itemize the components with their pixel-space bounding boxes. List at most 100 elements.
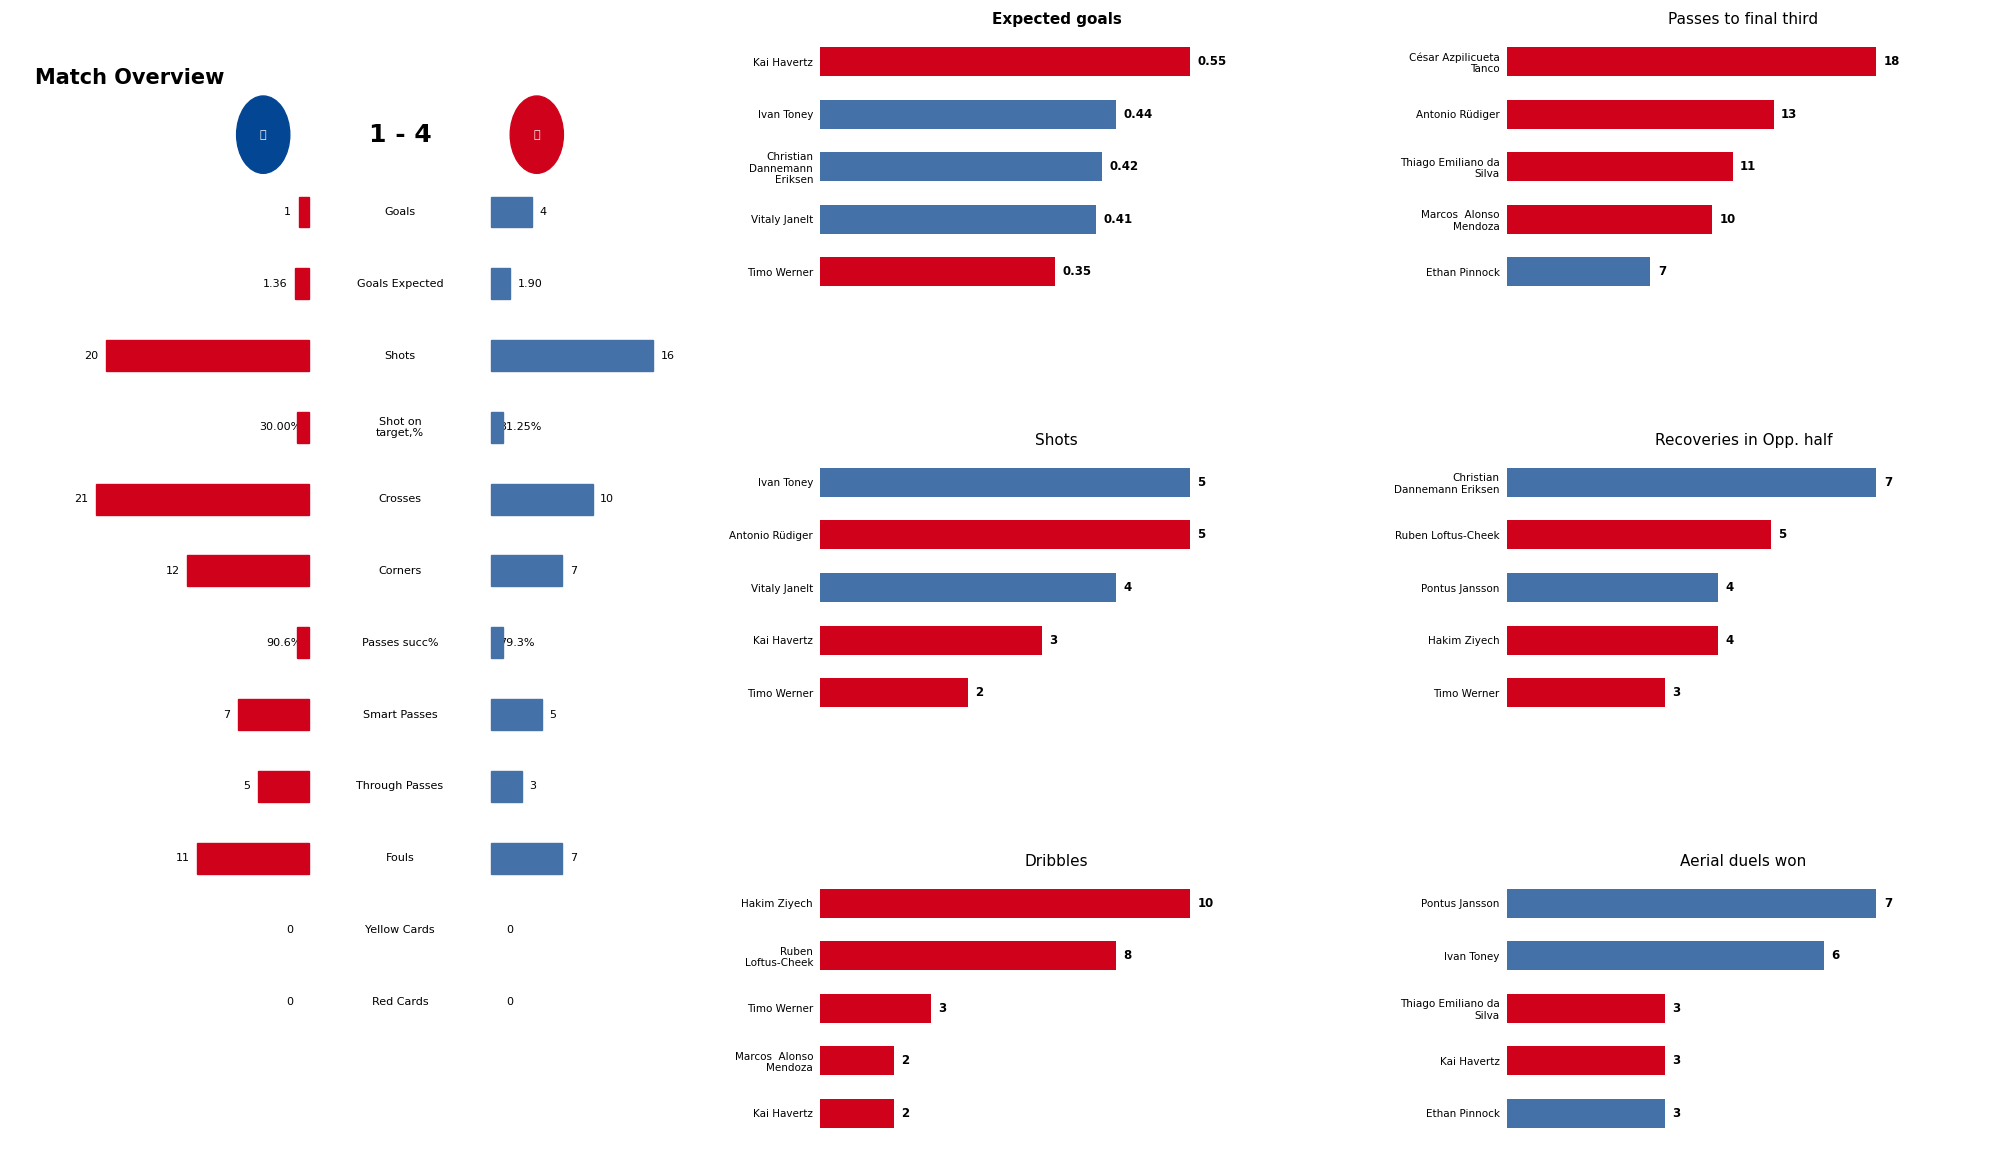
Bar (1506, 625, 1718, 654)
Bar (296, 268, 308, 300)
Text: 7: 7 (570, 853, 576, 864)
Text: Goals: Goals (384, 207, 416, 217)
Text: 2: 2 (902, 1054, 910, 1067)
Bar (238, 699, 308, 730)
Bar (820, 47, 1190, 76)
Text: 3: 3 (1672, 1054, 1680, 1067)
Bar (820, 521, 1190, 550)
Bar (492, 268, 510, 300)
Text: 7: 7 (224, 710, 230, 719)
Text: 90.6%: 90.6% (266, 638, 302, 647)
Text: Smart Passes: Smart Passes (362, 710, 438, 719)
Bar (820, 1099, 894, 1128)
Text: Red Cards: Red Cards (372, 996, 428, 1007)
Text: 10: 10 (1198, 897, 1214, 909)
Text: Match Overview: Match Overview (36, 68, 224, 88)
Text: 4: 4 (1124, 580, 1132, 595)
Bar (820, 941, 1116, 971)
Bar (820, 625, 1042, 654)
Bar (1506, 678, 1666, 707)
Bar (1506, 153, 1732, 181)
Text: 5: 5 (1778, 529, 1786, 542)
Bar (298, 412, 308, 443)
Text: 0: 0 (506, 925, 514, 935)
Text: 8: 8 (1124, 949, 1132, 962)
Bar (1506, 47, 1876, 76)
Bar (1506, 941, 1824, 971)
Text: 10: 10 (1720, 213, 1736, 226)
Text: 0: 0 (506, 996, 514, 1007)
Bar (492, 842, 562, 873)
Text: 4: 4 (1726, 633, 1734, 646)
Text: 0.44: 0.44 (1124, 108, 1152, 121)
Text: 1.90: 1.90 (518, 278, 542, 289)
Bar (1506, 521, 1770, 550)
Text: 3: 3 (938, 1002, 946, 1015)
Text: 11: 11 (1740, 160, 1756, 173)
Text: 31.25%: 31.25% (498, 422, 542, 432)
Bar (1506, 257, 1650, 287)
Text: 1.36: 1.36 (262, 278, 288, 289)
Text: 0: 0 (286, 996, 294, 1007)
Text: 7: 7 (570, 566, 576, 576)
Title: Recoveries in Opp. half: Recoveries in Opp. half (1654, 432, 1832, 448)
Bar (820, 100, 1116, 128)
Title: Passes to final third: Passes to final third (1668, 12, 1818, 27)
Bar (188, 556, 308, 586)
Text: 7: 7 (1658, 266, 1666, 278)
Text: 0.41: 0.41 (1104, 213, 1132, 226)
Text: 4: 4 (1726, 580, 1734, 595)
Text: 2: 2 (976, 686, 984, 699)
Text: Shots: Shots (384, 350, 416, 361)
Text: 30.00%: 30.00% (258, 422, 302, 432)
Text: Shot on
target,%: Shot on target,% (376, 417, 424, 438)
Text: Corners: Corners (378, 566, 422, 576)
Text: Crosses: Crosses (378, 495, 422, 504)
Bar (492, 196, 532, 228)
Text: 3: 3 (1672, 1002, 1680, 1015)
Text: 21: 21 (74, 495, 88, 504)
Text: 3: 3 (1672, 686, 1680, 699)
Bar (96, 484, 308, 515)
Bar (820, 204, 1096, 234)
Text: 79.3%: 79.3% (498, 638, 534, 647)
Text: 3: 3 (1672, 1107, 1680, 1120)
Bar (820, 678, 968, 707)
Text: 13: 13 (1782, 108, 1798, 121)
Title: Dribbles: Dribbles (1024, 854, 1088, 868)
Text: 0.55: 0.55 (1198, 55, 1226, 68)
Title: Expected goals: Expected goals (992, 12, 1122, 27)
Text: 1: 1 (284, 207, 292, 217)
Text: Goals Expected: Goals Expected (356, 278, 444, 289)
Text: Fouls: Fouls (386, 853, 414, 864)
Text: 5: 5 (244, 781, 250, 791)
Text: 5: 5 (550, 710, 556, 719)
Bar (492, 771, 522, 801)
Text: 10: 10 (600, 495, 614, 504)
Text: 20: 20 (84, 350, 98, 361)
Text: 0: 0 (286, 925, 294, 935)
Text: 1 - 4: 1 - 4 (368, 122, 432, 147)
Bar (1506, 994, 1666, 1022)
Title: Shots: Shots (1036, 432, 1078, 448)
Bar (492, 699, 542, 730)
Text: 16: 16 (660, 350, 674, 361)
Text: 3: 3 (530, 781, 536, 791)
Bar (198, 842, 308, 873)
Text: 0.35: 0.35 (1062, 266, 1092, 278)
Text: Passes succ%: Passes succ% (362, 638, 438, 647)
Bar (492, 627, 502, 658)
Bar (298, 627, 308, 658)
Text: 18: 18 (1884, 55, 1900, 68)
Bar (106, 340, 308, 371)
Bar (820, 257, 1056, 287)
Text: 7: 7 (1884, 897, 1892, 909)
Bar (1506, 1099, 1666, 1128)
Text: Through Passes: Through Passes (356, 781, 444, 791)
Bar (1506, 888, 1876, 918)
Bar (1506, 573, 1718, 602)
Text: Yellow Cards: Yellow Cards (366, 925, 434, 935)
Bar (820, 153, 1102, 181)
Text: 4: 4 (540, 207, 546, 217)
Bar (298, 196, 308, 228)
